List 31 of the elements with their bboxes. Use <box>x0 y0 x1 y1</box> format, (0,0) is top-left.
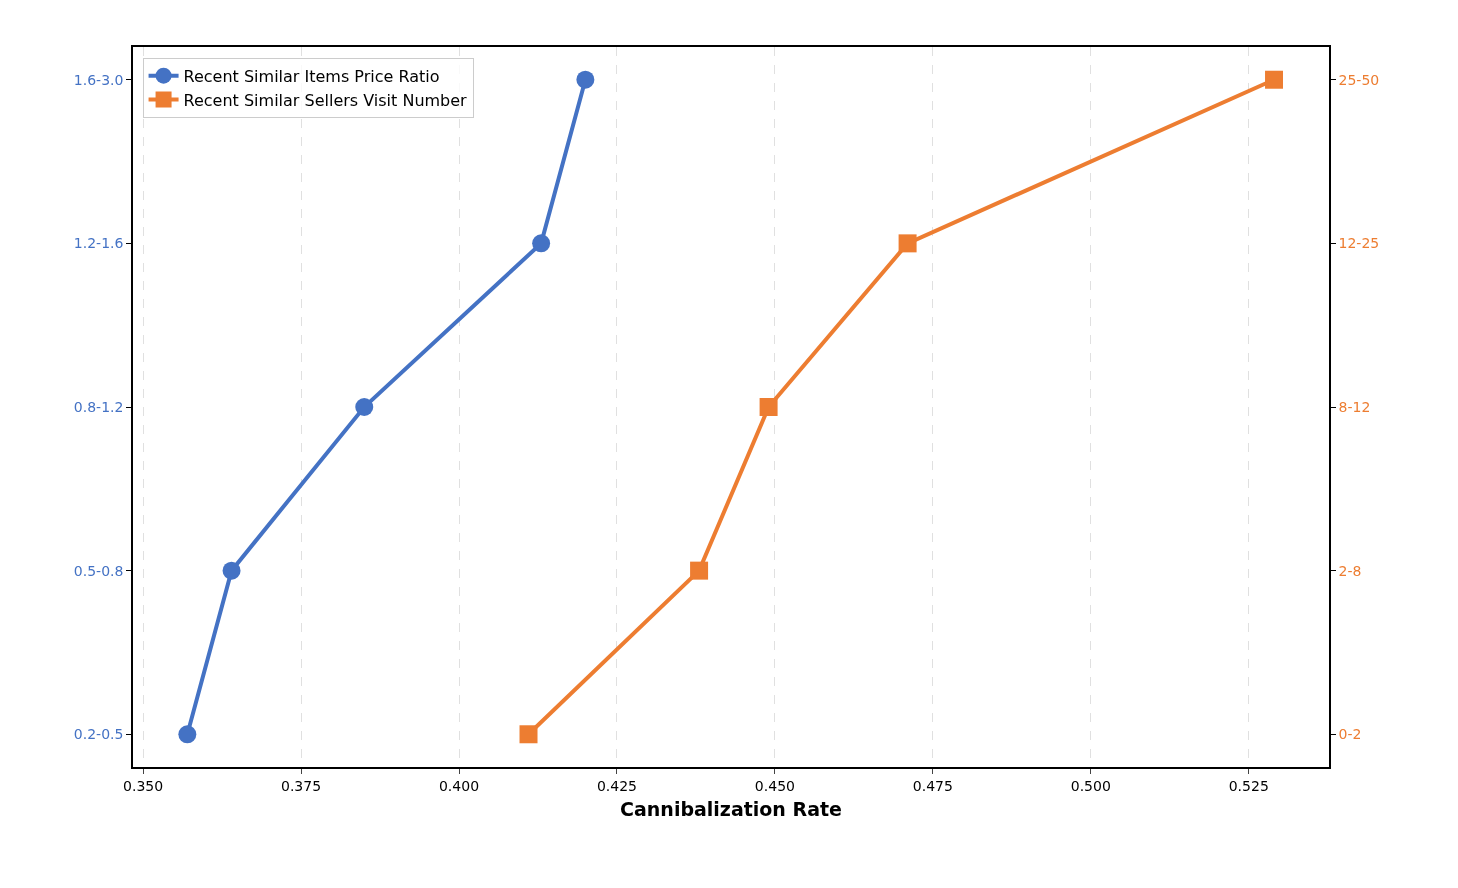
point <box>178 725 197 744</box>
point <box>690 561 709 580</box>
y2-tick-label: 12-25 <box>1338 235 1380 252</box>
point <box>355 398 374 416</box>
category-label: 0.2-0.5 <box>73 726 124 743</box>
x-tick-label: 0.450 <box>754 777 795 794</box>
x-tick-label: 0.400 <box>438 777 480 794</box>
x-tick-label: 0.525 <box>1228 777 1269 794</box>
point <box>519 725 538 744</box>
y2-tick-label: 25-50 <box>1338 71 1380 88</box>
y2-tick-label: 8-12 <box>1338 398 1371 415</box>
point <box>759 398 778 416</box>
category-label: 1.2-1.6 <box>73 235 124 252</box>
category-label: 0.5-0.8 <box>73 562 124 579</box>
legend-label: Recent Similar Sellers Visit Number <box>183 90 468 110</box>
point <box>576 70 595 89</box>
x-tick-label: 0.350 <box>123 777 164 794</box>
point <box>532 234 551 253</box>
y2-tick-label: 0-2 <box>1338 726 1362 743</box>
x-tick-label: 0.375 <box>281 777 322 794</box>
y2-tick-label: 2-8 <box>1338 562 1362 579</box>
x-axis-title: Cannibalization Rate <box>620 797 842 820</box>
point <box>1265 70 1284 89</box>
point <box>222 561 241 580</box>
legend-label: Recent Similar Items Price Ratio <box>183 66 440 86</box>
point <box>898 234 917 253</box>
category-label: 1.6-3.0 <box>73 71 124 88</box>
x-tick-label: 0.475 <box>912 777 953 794</box>
x-tick-label: 0.425 <box>596 777 638 794</box>
x-tick-label: 0.500 <box>1070 777 1111 794</box>
category-label: 0.8-1.2 <box>73 398 124 415</box>
